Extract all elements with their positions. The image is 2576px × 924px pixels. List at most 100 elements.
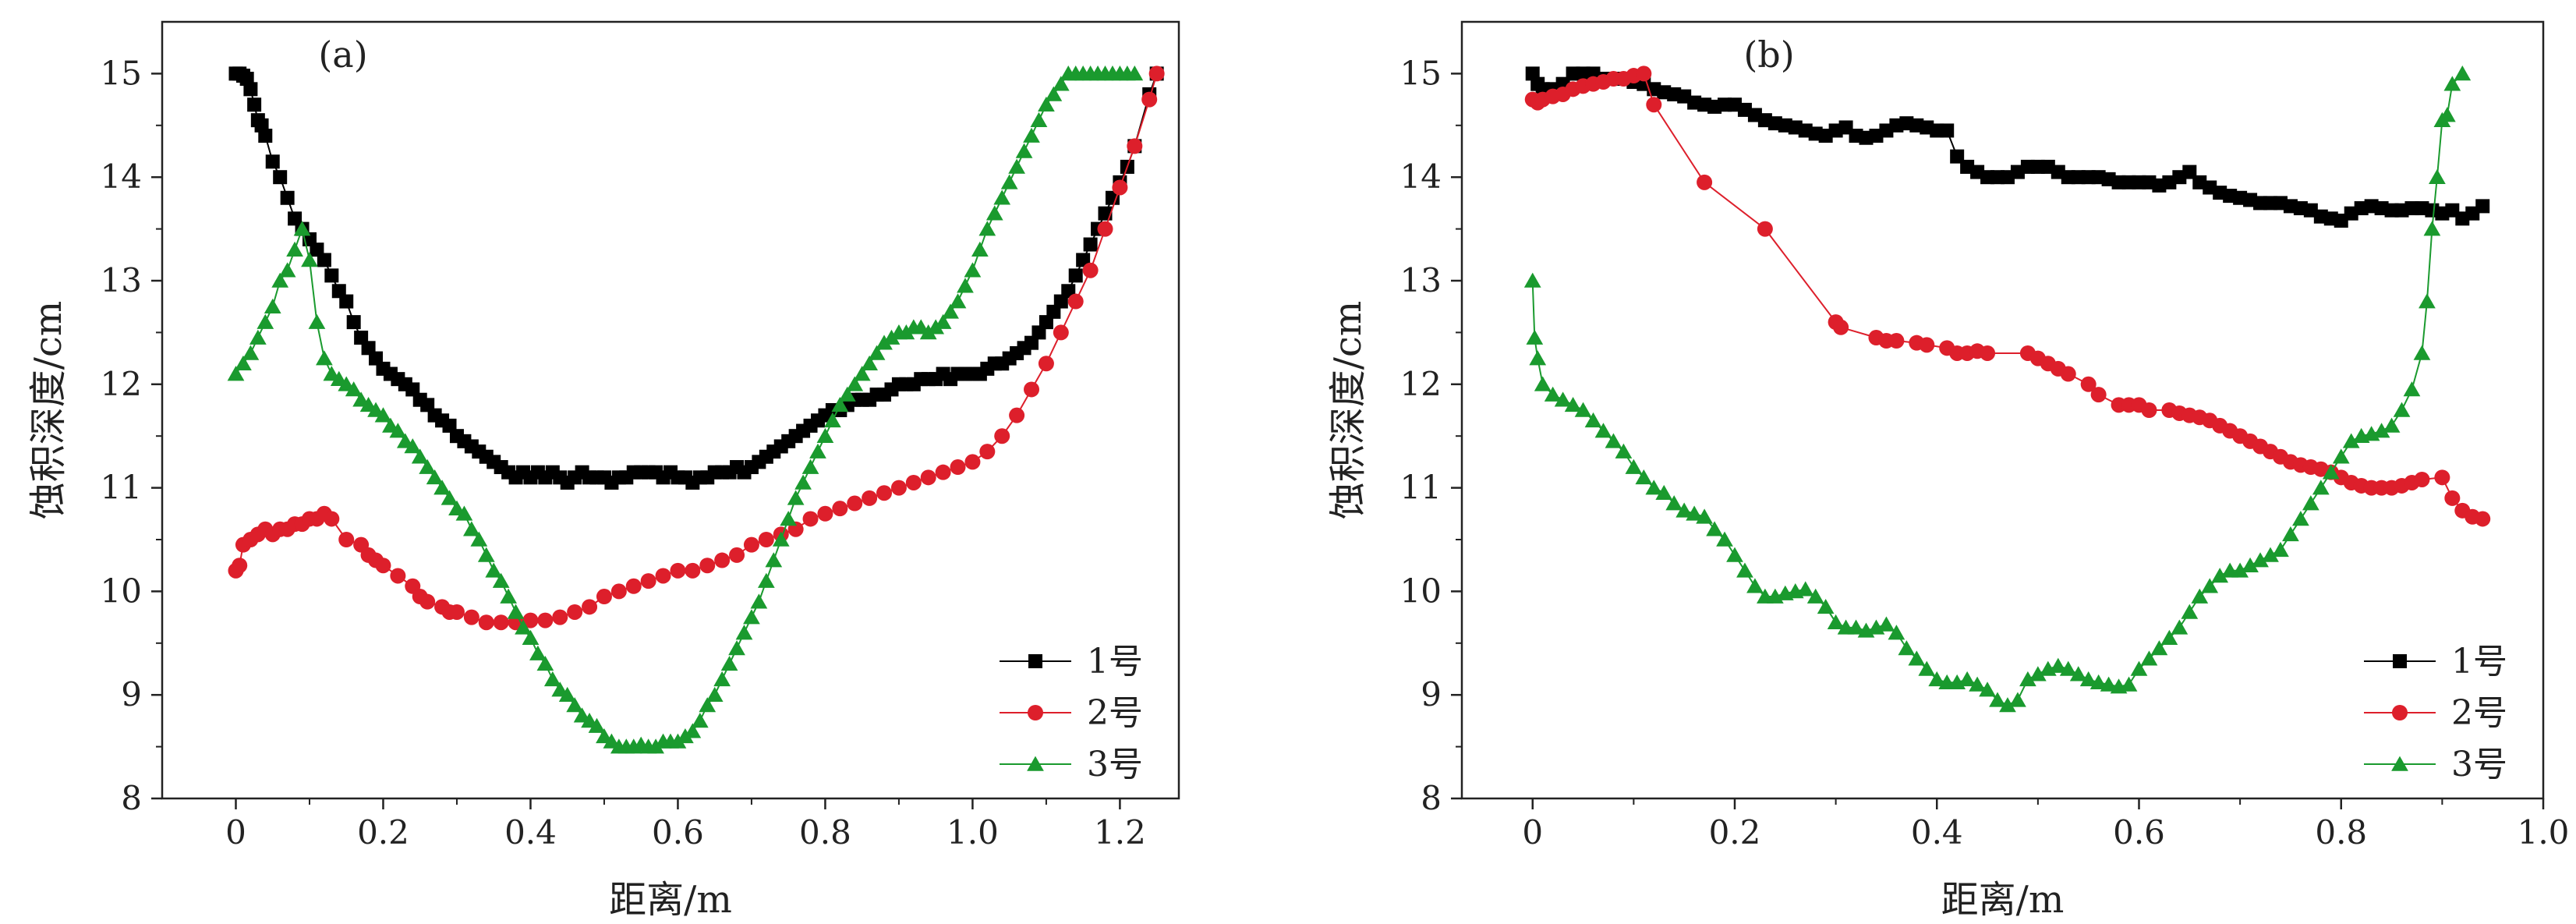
panel-b-data-point [1726,547,1743,562]
panel-b-data-point [2438,107,2456,122]
panel-b-data-point [2231,562,2249,578]
panel-a-y-axis-title: 蚀积深度/cm [27,301,70,520]
panel-b-data-point [1959,671,1976,687]
panel-a-data-point [964,262,982,278]
panel-b-data-point [2029,666,2047,681]
panel-a-data-point [1105,190,1120,205]
panel-b-data-point [2475,199,2490,214]
panel-a-data-point [389,423,407,438]
panel-a-data-point [817,505,833,522]
panel-a-legend-label: 1号 [1087,642,1143,681]
panel-b-data-point [1574,402,1592,417]
panel-b-data-point [2302,495,2319,511]
panel-b-data-point [1655,484,1673,501]
panel-a-data-point [655,568,671,584]
panel-a-data-point [625,578,642,594]
panel-b-y-tick-label: 12 [1400,365,1442,403]
panel-a-data-point [669,733,687,749]
panel-a-legend-marker [1028,654,1042,668]
panel-b-data-point [1940,123,1955,138]
panel-a-data-point [919,324,937,340]
panel-b-data-point [2080,376,2097,392]
panel-b-y-tick-label: 15 [1400,54,1442,92]
panel-b-data-point [2262,547,2279,562]
panel-a-data-point [787,490,805,505]
panel-a-data-point [750,593,768,609]
panel-a-data-point [338,532,355,547]
panel-b-data-point [1989,692,2006,707]
panel-b-data-point [1908,650,1926,666]
panel-a-data-point [950,459,966,476]
panel-a-data-point [920,469,936,486]
panel-b-data-point [2059,660,2077,676]
panel-a-data-point [735,625,753,640]
panel-a-data-point [949,293,967,309]
panel-a-data-point [264,298,281,313]
panel-b-data-point [2434,469,2450,486]
panel-b-data-point [1529,350,1547,366]
panel-b-data-point [1757,221,1773,237]
panel-a-data-point [942,303,959,319]
panel-b-data-point [1980,345,1996,361]
panel-a-data-point [935,464,951,480]
panel-a-data-point [706,686,724,702]
panel-a-data-point [1068,268,1083,283]
panel-a-data-point [801,458,819,474]
panel-a-data-point [492,572,510,588]
panel-b-data-point [1594,423,1612,438]
panel-a-data-point [1009,407,1025,423]
panel-b-data-point [1806,588,1824,604]
panel-a-data-point [588,717,606,733]
panel-a-series-3 [227,65,1144,754]
panel-a-legend-marker [1028,705,1043,720]
panel-a-data-point [308,313,326,329]
panel-b-data-point [2282,526,2299,542]
panel-a-data-point [1127,138,1143,154]
panel-b-data-point [1696,508,1713,524]
panel-b-data-point [1918,660,1936,676]
panel-b-y-tick-label: 9 [1421,675,1442,713]
panel-a-data-point [647,738,664,754]
panel-a-data-point [971,241,989,257]
panel-b-data-point [2120,676,2138,692]
panel-a-data-point [280,190,295,205]
panel-b-legend: 1号 2号 3号 [2364,642,2507,784]
panel-b-data-point [1706,521,1723,536]
panel-b: 0 0.2 0.4 0.6 0.8 1.0 8 9 10 11 12 13 14 15 距离/m 蚀积深度/c… [1326,20,2569,922]
panel-b-data-point [2475,511,2491,527]
panel-b-data-point [2423,221,2441,236]
panel-b-y-tick-label: 14 [1400,158,1442,196]
panel-a-data-point [1141,91,1158,108]
panel-a-data-point [677,728,694,744]
panel-a-data-point [515,619,532,635]
panel-a-data-point [339,294,354,309]
panel-b-data-point [2150,640,2168,656]
panel-b-data-point [1979,681,1996,697]
panel-a-data-point [1008,158,1025,174]
panel-a-x-tick-label: 0.6 [652,813,704,851]
panel-b-y-tick-label: 10 [1400,572,1442,610]
panel-b-data-point [2342,433,2360,448]
panel-a-data-point [566,697,584,713]
panel-b-data-point [1827,614,1845,630]
panel-a-x-axis-title: 距离/m [609,878,732,921]
panel-a-data-point [316,350,333,366]
panel-b-data-point [1716,531,1733,547]
panel-a-data-point [1067,293,1084,310]
panel-a-data-point [536,656,554,671]
panel-b-data-point [2383,417,2401,433]
panel-a-data-point [765,552,783,568]
panel-a-data-point [441,490,458,505]
panel-a-data-point [522,629,540,645]
panel-a-x-tick-label: 1.0 [947,813,999,851]
panel-a-y-tick-label: 14 [101,158,142,196]
panel-b-data-point [2292,511,2309,526]
panel-b-data-point [2403,381,2421,397]
panel-a-data-point [500,588,517,604]
panel-b-y-tick-label: 13 [1400,261,1442,299]
panel-a-data-point [235,355,252,371]
panel-b-data-point [1615,443,1633,458]
panel-b-data-point [1636,65,1652,82]
panel-a-data-point [780,511,798,526]
panel-a-data-point [1148,65,1165,82]
